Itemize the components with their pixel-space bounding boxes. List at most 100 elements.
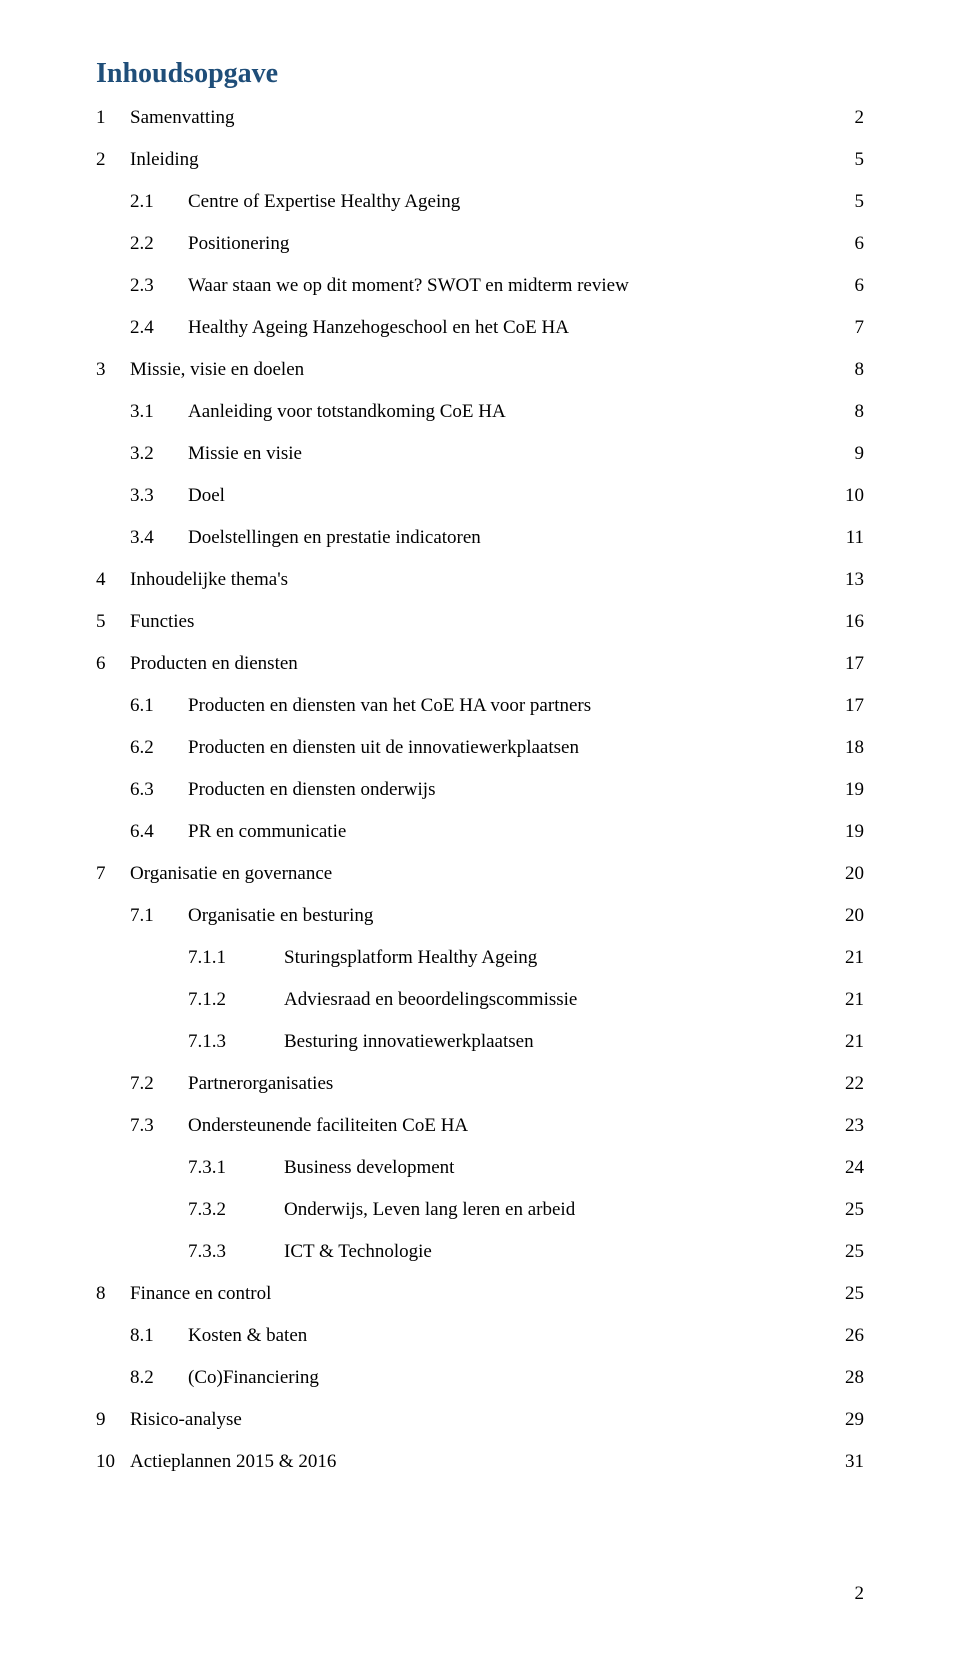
- toc-entry-page: 19: [845, 780, 864, 799]
- toc-entry-page: 20: [845, 906, 864, 925]
- toc-entry-number: 3.1: [130, 402, 188, 421]
- toc-entry-number: 6.3: [130, 780, 188, 799]
- toc-entry-page: 20: [845, 864, 864, 883]
- toc-entry-label: Functies: [130, 612, 194, 631]
- toc-entry: 2.3Waar staan we op dit moment? SWOT en …: [96, 276, 864, 295]
- toc-entry-number: 6.2: [130, 738, 188, 757]
- toc-entry-page: 13: [845, 570, 864, 589]
- toc-entry-label: Inhoudelijke thema's: [130, 570, 288, 589]
- toc-entry-page: 25: [845, 1200, 864, 1219]
- toc-entry-number: 7: [96, 864, 130, 883]
- toc-entry-label: Business development: [284, 1158, 454, 1177]
- toc-entry-number: 2.1: [130, 192, 188, 211]
- toc-entry-label: Doel: [188, 486, 225, 505]
- toc-entry: 2.1Centre of Expertise Healthy Ageing5: [96, 192, 864, 211]
- toc-entry-number: 2: [96, 150, 130, 169]
- toc-entry-page: 17: [845, 654, 864, 673]
- toc-entry-label: Sturingsplatform Healthy Ageing: [284, 948, 537, 967]
- toc-entry-number: 2.2: [130, 234, 188, 253]
- toc-entry-number: 7.3.2: [188, 1200, 284, 1219]
- toc-entry: 6.3Producten en diensten onderwijs19: [96, 780, 864, 799]
- toc-entry-number: 7.1.3: [188, 1032, 284, 1051]
- toc-entry-label: Partnerorganisaties: [188, 1074, 333, 1093]
- toc-entry: 8.1Kosten & baten26: [96, 1326, 864, 1345]
- toc-entry-page: 9: [855, 444, 865, 463]
- toc-entry-number: 5: [96, 612, 130, 631]
- toc-entry-page: 16: [845, 612, 864, 631]
- toc-entry-page: 21: [845, 1032, 864, 1051]
- toc-entry: 7.1Organisatie en besturing20: [96, 906, 864, 925]
- toc-entry-number: 6: [96, 654, 130, 673]
- page-number: 2: [855, 1583, 865, 1605]
- toc-entry-label: Producten en diensten van het CoE HA voo…: [188, 696, 591, 715]
- toc-entry-label: Healthy Ageing Hanzehogeschool en het Co…: [188, 318, 569, 337]
- toc-entry-number: 6.1: [130, 696, 188, 715]
- toc-entry-number: 7.1.1: [188, 948, 284, 967]
- toc-entry-number: 8.1: [130, 1326, 188, 1345]
- toc-entry-page: 11: [846, 528, 864, 547]
- toc-entry: 6Producten en diensten 17: [96, 654, 864, 673]
- toc-entry: 9Risico-analyse29: [96, 1410, 864, 1429]
- toc-entry-label: Producten en diensten uit de innovatiewe…: [188, 738, 579, 757]
- toc-entry-number: 2.4: [130, 318, 188, 337]
- toc-entry: 7Organisatie en governance20: [96, 864, 864, 883]
- toc-entry-number: 3.4: [130, 528, 188, 547]
- toc-entry-label: Producten en diensten: [130, 654, 298, 673]
- toc-entry-page: 24: [845, 1158, 864, 1177]
- toc-entry-page: 6: [855, 234, 865, 253]
- toc-entry-label: Finance en control: [130, 1284, 271, 1303]
- toc-entry-number: 4: [96, 570, 130, 589]
- toc-entry-number: 7.3.3: [188, 1242, 284, 1261]
- toc-entry: 3.1Aanleiding voor totstandkoming CoE HA…: [96, 402, 864, 421]
- toc-entry-page: 25: [845, 1242, 864, 1261]
- toc-entry: 3.2Missie en visie 9: [96, 444, 864, 463]
- toc-entry-label: Actieplannen 2015 & 2016: [130, 1452, 336, 1471]
- toc-entry: 7.3.1Business development 24: [96, 1158, 864, 1177]
- toc-entry: 2.2Positionering6: [96, 234, 864, 253]
- toc-entry-page: 8: [855, 402, 865, 421]
- toc-entry-label: Inleiding: [130, 150, 199, 169]
- toc-entry-label: Besturing innovatiewerkplaatsen: [284, 1032, 534, 1051]
- toc-entry-page: 25: [845, 1284, 864, 1303]
- toc-entry-label: Aanleiding voor totstandkoming CoE HA: [188, 402, 506, 421]
- toc-entry: 5Functies 16: [96, 612, 864, 631]
- toc-entry-page: 23: [845, 1116, 864, 1135]
- toc-entry-label: Doelstellingen en prestatie indicatoren: [188, 528, 481, 547]
- toc-entry-number: 7.1.2: [188, 990, 284, 1009]
- toc-entry-page: 19: [845, 822, 864, 841]
- toc-entry: 2.4Healthy Ageing Hanzehogeschool en het…: [96, 318, 864, 337]
- toc-entry-page: 21: [845, 990, 864, 1009]
- toc-entry-page: 21: [845, 948, 864, 967]
- toc-entry: 7.1.2Adviesraad en beoordelingscommissie…: [96, 990, 864, 1009]
- toc-entry-page: 10: [845, 486, 864, 505]
- toc-entry-label: Missie en visie: [188, 444, 302, 463]
- toc-entry-label: Samenvatting: [130, 108, 234, 127]
- toc-entry-page: 7: [855, 318, 865, 337]
- toc-entry-page: 31: [845, 1452, 864, 1471]
- toc-entry-page: 6: [855, 276, 865, 295]
- toc-entry-number: 7.3: [130, 1116, 188, 1135]
- toc-entry: 7.1.3Besturing innovatiewerkplaatsen 21: [96, 1032, 864, 1051]
- toc-entry-page: 5: [855, 150, 865, 169]
- toc-entry-number: 1: [96, 108, 130, 127]
- toc-entry: 3.4Doelstellingen en prestatie indicator…: [96, 528, 864, 547]
- toc-entry: 7.2Partnerorganisaties22: [96, 1074, 864, 1093]
- toc-entry-number: 7.3.1: [188, 1158, 284, 1177]
- toc-entry-label: Onderwijs, Leven lang leren en arbeid: [284, 1200, 575, 1219]
- toc-entry: 7.3.3ICT & Technologie25: [96, 1242, 864, 1261]
- toc-entry-number: 8: [96, 1284, 130, 1303]
- toc-entry-page: 29: [845, 1410, 864, 1429]
- toc-entry-label: Kosten & baten: [188, 1326, 307, 1345]
- toc-entry-page: 5: [855, 192, 865, 211]
- toc-entry: 6.1Producten en diensten van het CoE HA …: [96, 696, 864, 715]
- toc-entry: 8.2(Co)Financiering28: [96, 1368, 864, 1387]
- toc-entry-number: 10: [96, 1452, 130, 1471]
- toc-entry-page: 28: [845, 1368, 864, 1387]
- toc-entry-number: 3.3: [130, 486, 188, 505]
- toc-entry: 8Finance en control 25: [96, 1284, 864, 1303]
- toc-entry-page: 17: [845, 696, 864, 715]
- toc-entry-label: Ondersteunende faciliteiten CoE HA: [188, 1116, 468, 1135]
- toc-entry-number: 3.2: [130, 444, 188, 463]
- toc-entry-page: 8: [855, 360, 865, 379]
- toc-entry-number: 2.3: [130, 276, 188, 295]
